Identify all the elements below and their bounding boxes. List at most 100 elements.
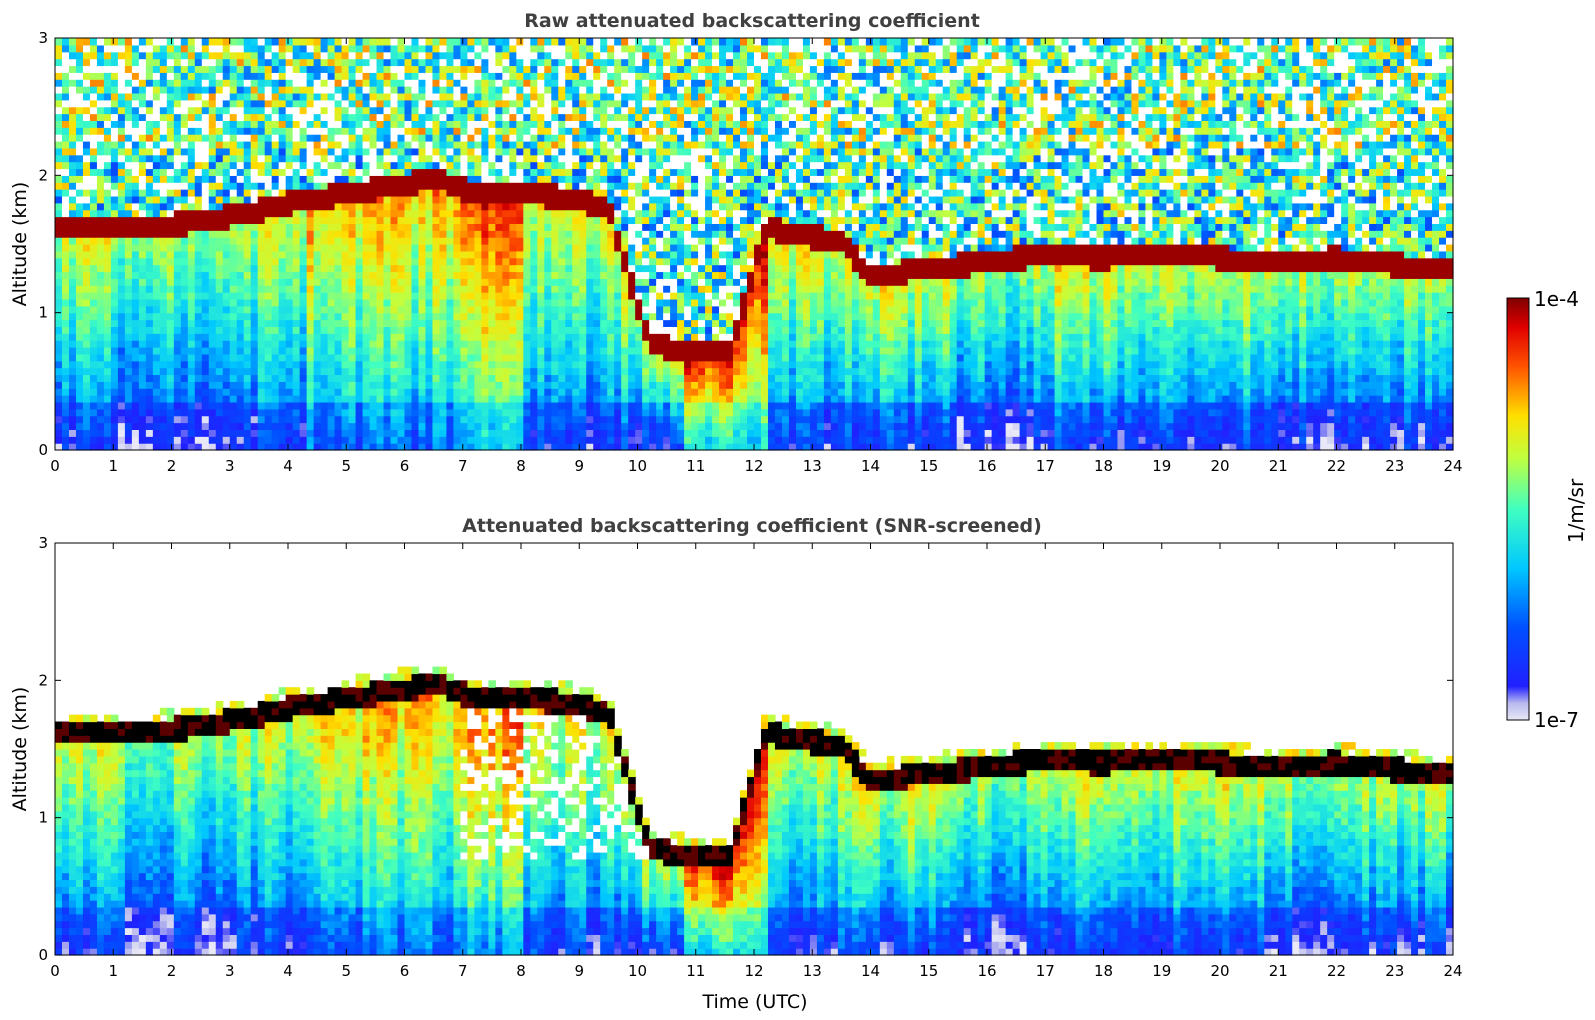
heatmap-cell [418,223,426,230]
heatmap-cell [356,107,364,114]
heatmap-cell [572,155,580,162]
heatmap-cell [565,107,573,114]
heatmap-cell [405,127,413,134]
heatmap-cell [83,313,91,320]
heatmap-cell [439,230,447,237]
heatmap-cell [551,148,559,155]
heatmap-cell [286,127,294,134]
heatmap-cell [83,230,91,237]
heatmap-cell [125,429,133,436]
heatmap-cell [453,374,461,381]
heatmap-cell [188,374,196,381]
heatmap-cell [223,374,231,381]
heatmap-cell [593,299,601,306]
heatmap-cell [446,217,454,224]
heatmap-cell [488,340,496,347]
heatmap-cell [293,436,301,443]
heatmap-cell [55,182,63,189]
heatmap-cell [391,162,399,169]
heatmap-cell [530,333,538,340]
heatmap-cell [593,210,601,217]
heatmap-cell [300,182,308,189]
heatmap-cell [97,361,105,368]
heatmap-cell [432,347,440,354]
heatmap-cell [342,168,350,175]
heatmap-cell [244,271,252,278]
heatmap-cell [516,86,524,93]
heatmap-cell [83,354,91,361]
heatmap-cell [202,72,210,79]
heatmap-cell [398,313,406,320]
heatmap-cell [202,203,210,210]
heatmap-cell [453,134,461,141]
heatmap-cell [614,416,622,423]
heatmap-cell [565,155,573,162]
heatmap-cell [209,230,217,237]
heatmap-cell [342,313,350,320]
heatmap-cell [614,285,622,292]
heatmap-cell [481,429,489,436]
heatmap-cell [111,45,119,52]
heatmap-cell [258,361,266,368]
heatmap-cell [384,313,392,320]
heatmap-cell [565,333,573,340]
heatmap-cell [502,65,510,72]
heatmap-cell [307,203,315,210]
heatmap-cell [439,72,447,79]
heatmap-cell [467,347,475,354]
heatmap-cell [586,333,594,340]
heatmap-cell [97,148,105,155]
heatmap-cell [460,326,468,333]
heatmap-cell [481,326,489,333]
heatmap-cell [216,162,224,169]
heatmap-cell [551,347,559,354]
heatmap-cell [572,402,580,409]
heatmap-cell [481,148,489,155]
heatmap-cell [425,52,433,59]
heatmap-cell [55,210,63,217]
heatmap-cell [111,251,119,258]
heatmap-cell [69,244,77,251]
heatmap-cell [181,409,189,416]
heatmap-cell [286,155,294,162]
heatmap-cell [328,210,336,217]
heatmap-cell [579,395,587,402]
heatmap-cell [363,52,371,59]
heatmap-cell [377,141,385,148]
heatmap-cell [300,72,308,79]
heatmap-cell [111,182,119,189]
heatmap-cell [97,223,105,230]
heatmap-cell [160,45,168,52]
heatmap-cell [279,223,287,230]
heatmap-cell [174,244,182,251]
heatmap-cell [139,258,147,265]
heatmap-cell [349,381,357,388]
heatmap-cell [600,271,608,278]
heatmap-cell [62,148,70,155]
heatmap-cell [363,72,371,79]
heatmap-cell [62,93,70,100]
heatmap-cell [370,436,378,443]
heatmap-cell [586,189,594,196]
heatmap-cell [586,141,594,148]
heatmap-cell [111,340,119,347]
heatmap-cell [565,134,573,141]
heatmap-cell [209,65,217,72]
heatmap-cell [460,155,468,162]
heatmap-cell [502,313,510,320]
heatmap-cell [195,93,203,100]
heatmap-cell [349,223,357,230]
heatmap-cell [398,333,406,340]
heatmap-cell [398,72,406,79]
heatmap-cell [558,168,566,175]
heatmap-cell [363,175,371,182]
heatmap-cell [614,210,622,217]
heatmap-cell [181,93,189,100]
heatmap-cell [600,416,608,423]
heatmap-cell [446,182,454,189]
heatmap-cell [279,203,287,210]
heatmap-cell [209,162,217,169]
heatmap-cell [377,79,385,86]
heatmap-cell [342,271,350,278]
heatmap-cell [495,52,503,59]
